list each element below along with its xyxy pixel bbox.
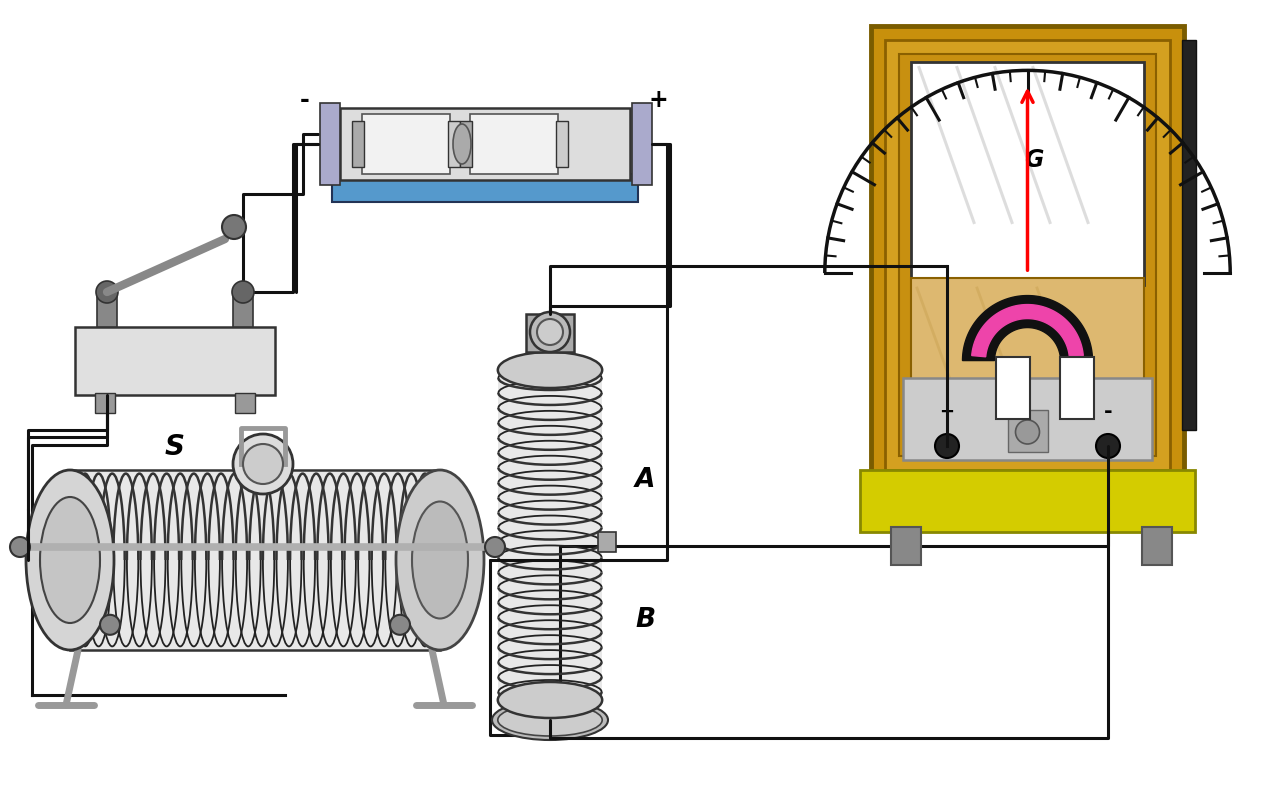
Bar	[1182, 40, 1195, 430]
Text: B: B	[636, 607, 654, 633]
Text: S: S	[165, 433, 185, 461]
Polygon shape	[972, 304, 1083, 357]
Ellipse shape	[222, 215, 246, 239]
Bar	[352, 121, 364, 167]
Ellipse shape	[390, 615, 410, 634]
Ellipse shape	[498, 704, 603, 736]
Ellipse shape	[485, 537, 504, 557]
Bar	[1008, 410, 1048, 452]
Bar	[910, 278, 1144, 450]
Bar	[71, 470, 440, 650]
Ellipse shape	[537, 319, 562, 345]
Ellipse shape	[40, 497, 100, 623]
Bar	[1059, 357, 1093, 418]
Ellipse shape	[492, 700, 608, 740]
Ellipse shape	[1096, 434, 1120, 458]
Bar	[362, 114, 450, 174]
Text: +: +	[939, 403, 955, 421]
Bar	[556, 121, 567, 167]
Ellipse shape	[934, 434, 960, 458]
Ellipse shape	[26, 470, 113, 650]
Bar	[1142, 527, 1171, 565]
Bar	[74, 327, 275, 395]
Ellipse shape	[233, 434, 293, 494]
Bar	[871, 26, 1184, 484]
Bar	[320, 103, 340, 185]
Ellipse shape	[498, 352, 603, 388]
Ellipse shape	[453, 124, 472, 164]
Polygon shape	[962, 296, 1092, 361]
Bar	[235, 393, 255, 413]
Bar	[460, 121, 472, 167]
Text: A: A	[634, 467, 656, 493]
Ellipse shape	[96, 281, 119, 303]
Ellipse shape	[530, 312, 570, 352]
Bar	[903, 378, 1153, 460]
Text: -: -	[300, 88, 310, 112]
Bar	[892, 527, 921, 565]
Text: +: +	[648, 88, 668, 112]
Bar	[632, 103, 652, 185]
Text: -: -	[1103, 402, 1112, 422]
Bar	[470, 114, 559, 174]
Ellipse shape	[1015, 420, 1039, 444]
Bar	[95, 393, 115, 413]
Bar	[233, 292, 253, 327]
Ellipse shape	[412, 502, 468, 619]
Text: G: G	[1024, 148, 1043, 172]
Ellipse shape	[243, 444, 282, 484]
Bar	[498, 370, 603, 700]
Bar	[526, 314, 574, 352]
Ellipse shape	[498, 682, 603, 718]
Bar	[332, 174, 638, 202]
Ellipse shape	[10, 537, 30, 557]
Bar	[910, 61, 1144, 285]
Bar	[860, 470, 1195, 532]
Bar	[97, 292, 117, 327]
Ellipse shape	[100, 615, 120, 634]
Ellipse shape	[396, 470, 484, 650]
Bar	[448, 121, 460, 167]
Bar	[899, 54, 1156, 456]
Bar	[598, 532, 615, 552]
Bar	[340, 108, 630, 180]
Ellipse shape	[232, 281, 253, 303]
Bar	[995, 357, 1029, 418]
Bar	[885, 40, 1170, 470]
